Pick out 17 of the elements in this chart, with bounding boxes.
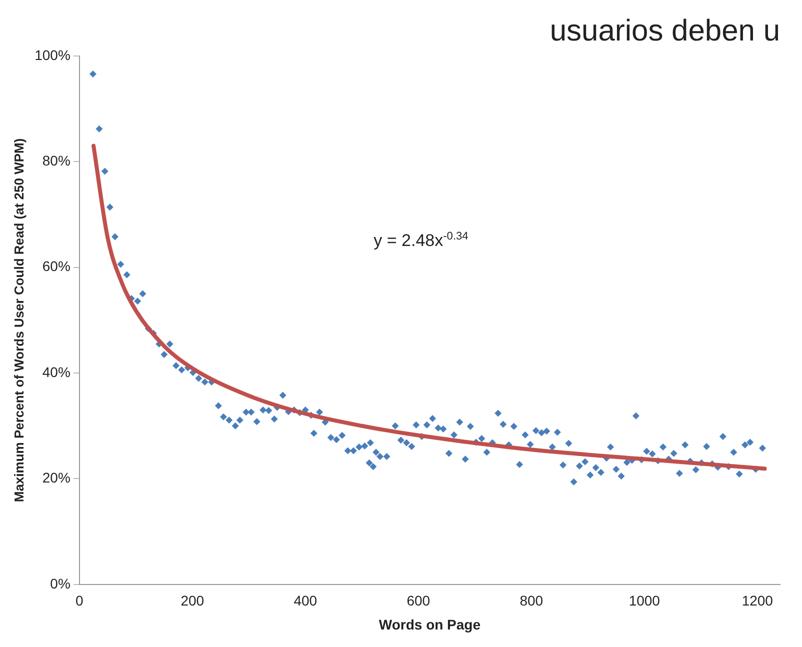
- x-tick-label: 400: [294, 592, 318, 609]
- y-tick-label: 100%: [34, 46, 70, 63]
- x-tick-label: 600: [406, 592, 430, 609]
- line-series: [92, 144, 767, 471]
- x-tick-label: 200: [180, 592, 204, 609]
- y-tick-label: 20%: [42, 470, 70, 486]
- chart-title: usuarios deben u: [550, 14, 780, 48]
- y-tick-label: 0%: [50, 575, 70, 592]
- y-tick-label: 80%: [42, 152, 70, 169]
- y-axis-title: Maximum Percent of Words User Could Read (at 250 WPM): [11, 138, 26, 502]
- x-tick-label: 0: [76, 592, 84, 609]
- x-tick-label: 1200: [742, 592, 774, 609]
- y-tick-label: 60%: [42, 258, 70, 274]
- x-axis-title: Words on Page: [378, 616, 481, 632]
- y-tick-label: 40%: [42, 364, 70, 380]
- x-tick-label: 1000: [628, 592, 660, 609]
- x-tick-label: 800: [520, 592, 544, 609]
